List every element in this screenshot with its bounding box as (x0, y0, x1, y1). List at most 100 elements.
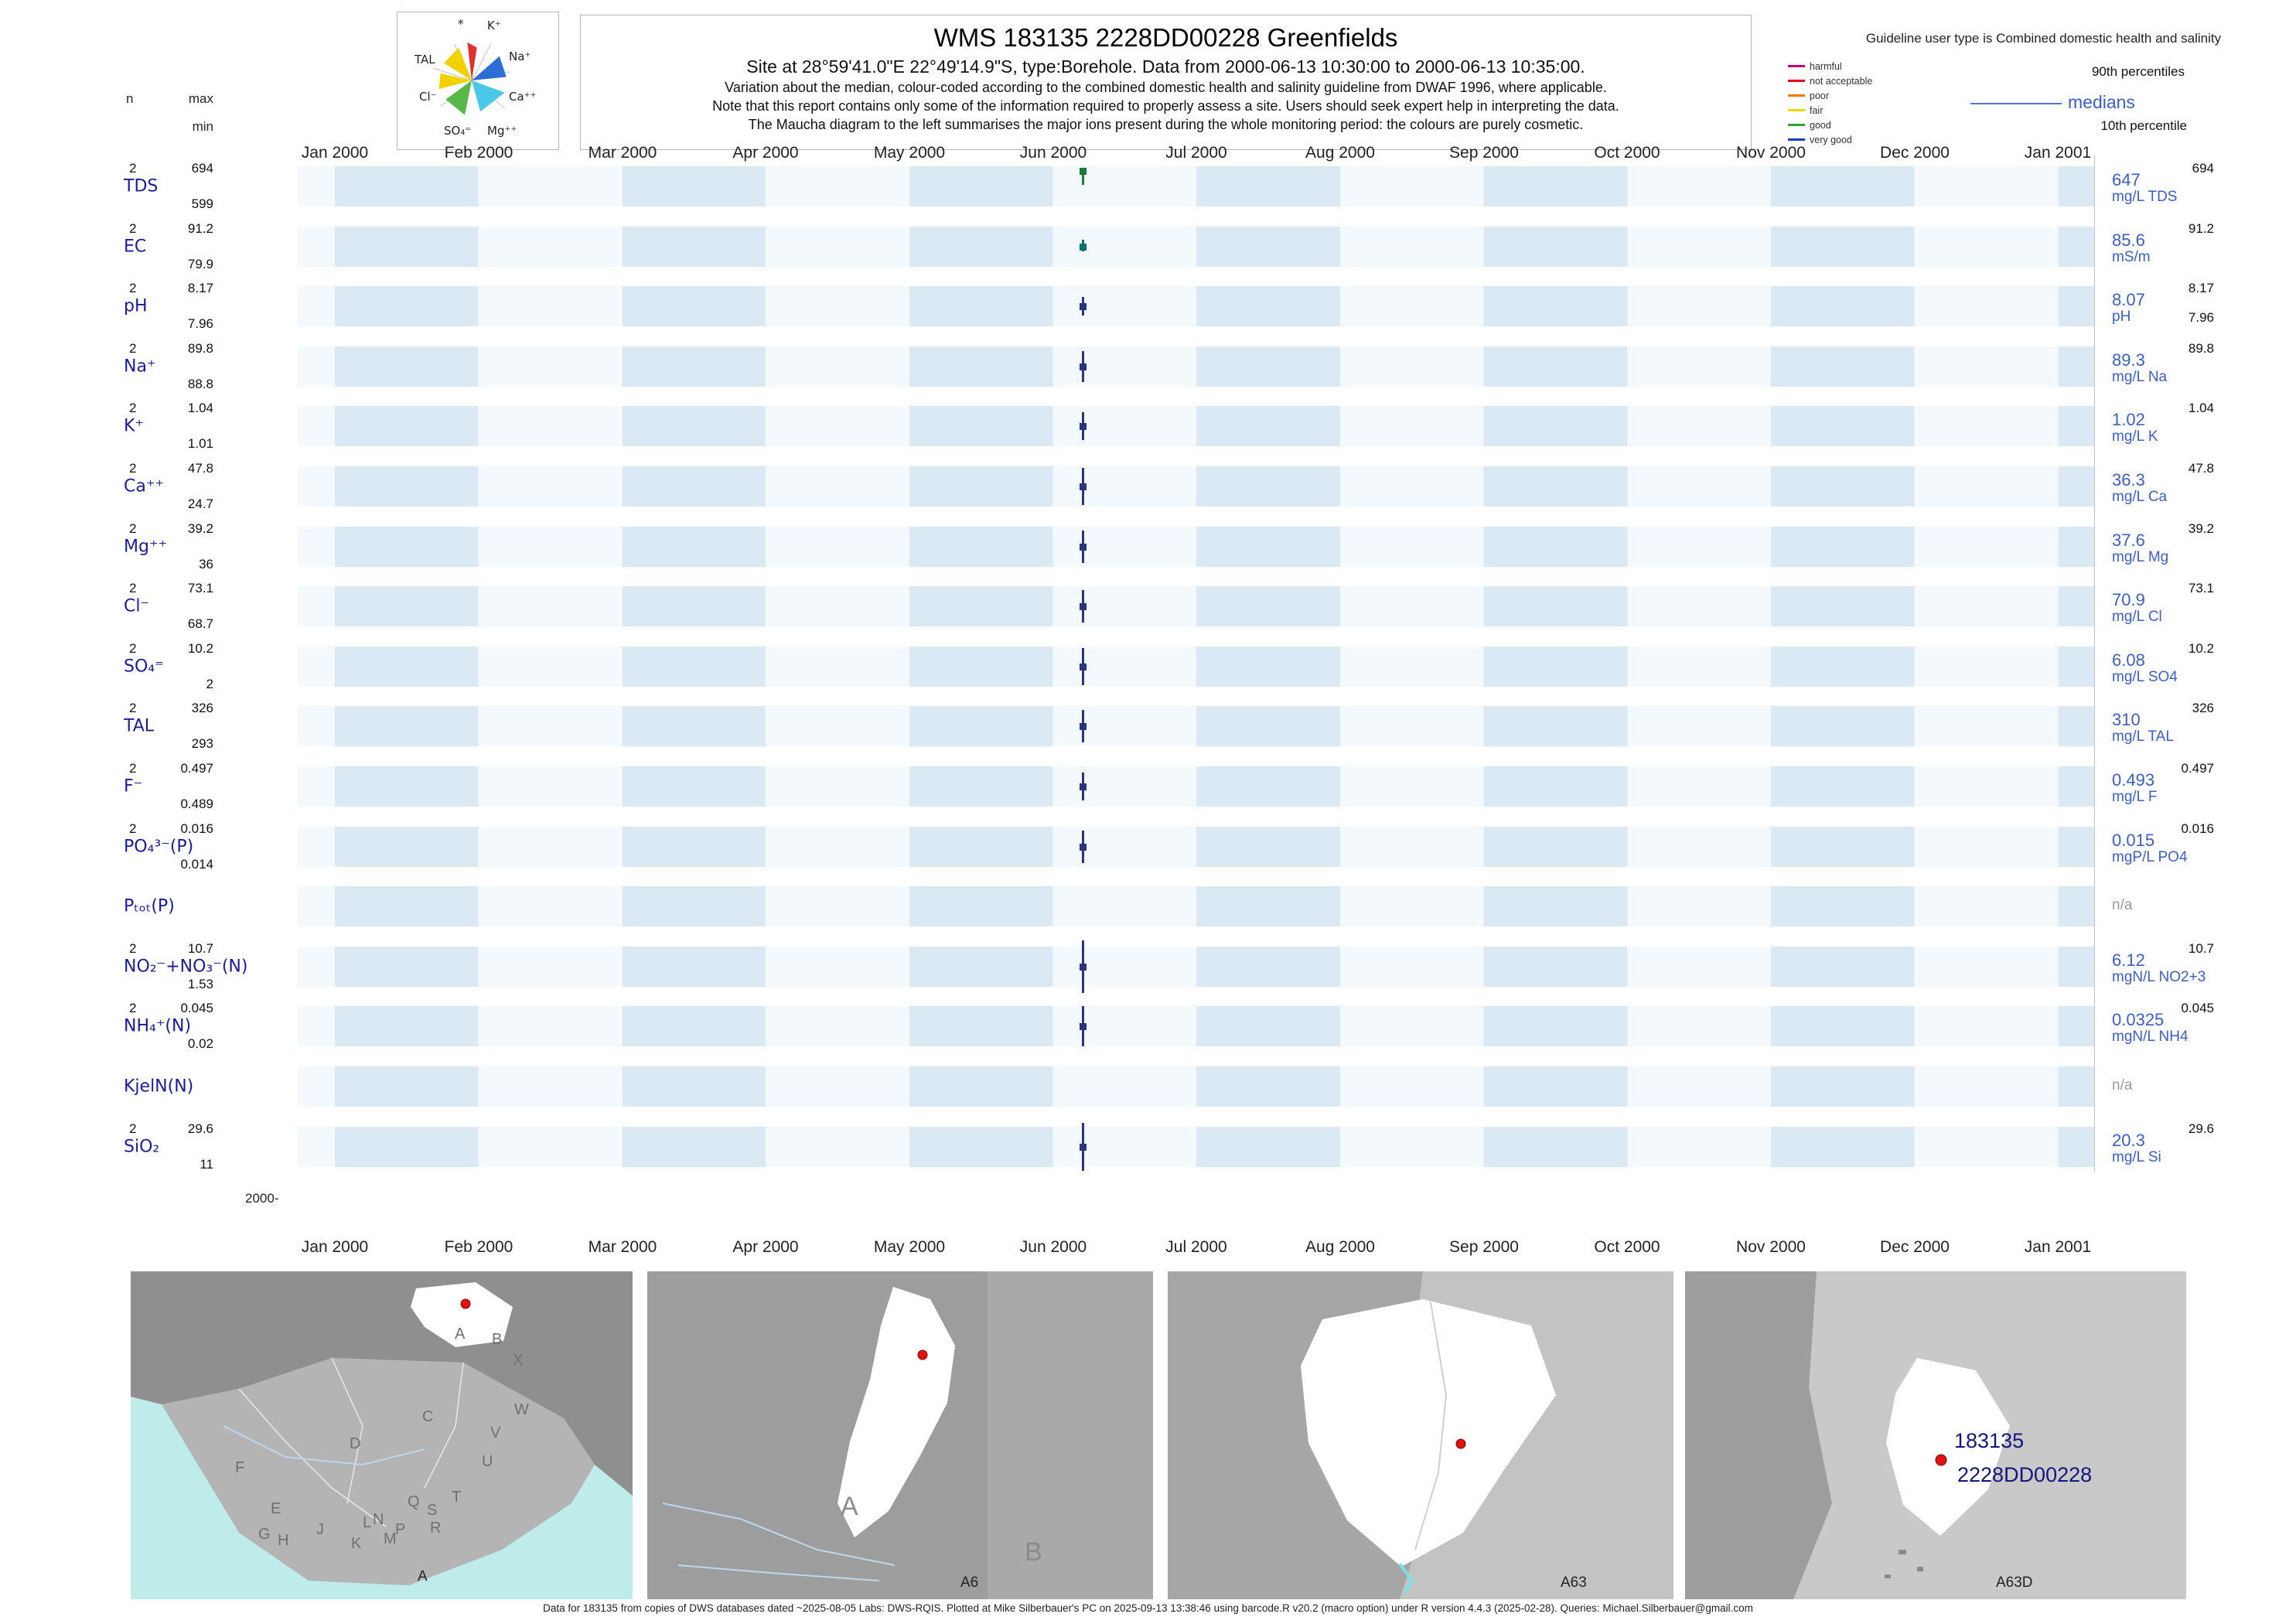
region-letter: A (841, 1492, 858, 1521)
sample-count: 2 (129, 401, 137, 415)
param-unit: mg/L SO4 (2112, 669, 2178, 685)
timeseries-band (298, 706, 2094, 746)
month-label: Dec 2000 (1880, 1238, 1950, 1256)
region-letter: E (271, 1500, 281, 1517)
legend-entry: harmful (1788, 59, 1872, 73)
station-dot (460, 1298, 471, 1309)
legend-label: poor (1810, 90, 1830, 101)
note-disclaimer: Note that this report contains only some… (712, 98, 1619, 114)
timeseries-band (298, 1006, 2094, 1046)
timeseries-band (298, 827, 2094, 867)
param-unit: mg/L TAL (2112, 728, 2174, 745)
param-min: 599 (191, 196, 213, 211)
param-max-right: 10.7 (2188, 941, 2214, 956)
param-row-no2no3: 2 10.7 1.53 NO₂⁻+NO₃⁻(N) 10.7 6.12 mgN/L… (0, 940, 2296, 994)
param-row-so4: 2 10.2 2 SO₄⁼ 10.2 6.08 mg/L SO4 (0, 641, 2296, 691)
param-row-kjeln: KjelN(N) n/a (0, 1066, 2296, 1107)
sample-marker-dot (1080, 1023, 1087, 1030)
guideline-legend: harmful not acceptable poor fair good ve… (1788, 59, 1872, 147)
sample-marker-dot (1080, 664, 1087, 670)
legend-swatch-not-acceptable (1788, 80, 1805, 82)
timeseries-band (298, 286, 2094, 326)
maucha-ion-k: K⁺ (487, 19, 501, 32)
param-max: 89.8 (187, 341, 213, 356)
param-unit: mS/m (2112, 249, 2151, 265)
param-name: KjelN(N) (124, 1076, 194, 1097)
station-dot (917, 1349, 928, 1360)
param-unit: mg/L K (2112, 428, 2158, 445)
month-label: Nov 2000 (1736, 144, 1806, 162)
param-unit: pH (2112, 309, 2131, 325)
param-name: Pₜₒₜ(P) (124, 896, 175, 916)
timeseries-band (298, 527, 2094, 567)
sample-count: 2 (129, 341, 137, 356)
legend-label: fair (1810, 104, 1823, 116)
param-row-ca: 2 47.8 24.7 Ca⁺⁺ 47.8 36.3 mg/L Ca (0, 461, 2296, 511)
catchment-a6-highlight (838, 1287, 955, 1537)
catchment-a63-highlight (1301, 1299, 1556, 1567)
param-max-right: 0.016 (2181, 821, 2214, 836)
param-max-right: 0.497 (2181, 761, 2214, 776)
month-label: Sep 2000 (1449, 144, 1519, 162)
param-unit: mg/L Mg (2112, 549, 2169, 565)
param-row-po4: 2 0.016 0.014 PO₄³⁻(P) 0.016 0.015 mgP/L… (0, 821, 2296, 872)
param-median: 647 (2112, 170, 2141, 189)
param-row-ec: 2 91.2 79.9 EC 91.2 85.6 mS/m (0, 221, 2296, 271)
param-min: 24.7 (187, 496, 213, 511)
param-unit: mgN/L NO2+3 (2112, 969, 2206, 985)
region-letter: P (395, 1521, 405, 1538)
param-min: 79.9 (187, 257, 213, 271)
sample-count: 2 (129, 821, 137, 836)
param-min: 1.53 (187, 977, 213, 991)
param-row-ptot: Pₜₒₜ(P) n/a (0, 886, 2296, 926)
param-median: 0.015 (2112, 831, 2155, 850)
param-min: 0.489 (180, 797, 213, 811)
month-label: Apr 2000 (732, 144, 799, 162)
timeseries-band (298, 166, 2094, 206)
maucha-star: * (458, 17, 464, 31)
param-min: 88.8 (187, 377, 213, 391)
sample-marker-dot (1080, 168, 1087, 175)
sample-marker-dot (1080, 964, 1087, 971)
maucha-ion-so4: SO₄⁼ (444, 124, 472, 138)
legend-label: not acceptable (1810, 75, 1873, 87)
param-max-right: 73.1 (2188, 581, 2214, 595)
param-name: K⁺ (124, 416, 145, 436)
param-max-right: 89.8 (2188, 341, 2214, 356)
legend-entry: very good (1788, 132, 1872, 147)
sample-count: 2 (129, 1121, 137, 1136)
param-min: 2 (206, 677, 213, 691)
param-na: n/a (2112, 897, 2133, 913)
timeseries-band (298, 227, 2094, 267)
month-label: Aug 2000 (1305, 1238, 1375, 1256)
month-label: May 2000 (873, 144, 946, 162)
param-max-right: 29.6 (2188, 1121, 2214, 1136)
sample-count: 2 (129, 581, 137, 595)
map-caption: A63 (1561, 1575, 1587, 1591)
region-letter: W (514, 1401, 529, 1418)
param-min: 11 (200, 1157, 213, 1172)
sample-count: 2 (129, 521, 137, 536)
param-max: 0.497 (180, 761, 213, 776)
sample-marker-dot (1080, 844, 1087, 851)
param-unit: mg/L TDS (2112, 189, 2178, 205)
param-row-sio2: 2 29.6 11 SiO₂ 29.6 20.3 mg/L Si (0, 1121, 2296, 1172)
param-max: 0.016 (180, 821, 213, 836)
note-maucha: The Maucha diagram to the left summarise… (748, 117, 1584, 132)
param-max: 0.045 (180, 1001, 213, 1015)
month-label: Jun 2000 (1019, 144, 1087, 162)
medians-line-icon (1970, 103, 2062, 104)
sample-marker-dot (1080, 303, 1087, 310)
sample-marker (1082, 168, 1084, 185)
param-name: PO₄³⁻(P) (124, 837, 194, 857)
medians-label: medians (2068, 92, 2135, 112)
timeseries-band (298, 940, 2094, 994)
legend-swatch-very-good (1788, 138, 1805, 141)
region-letter: C (422, 1408, 433, 1425)
month-label: Jan 2000 (301, 1238, 369, 1256)
sample-marker-dot (1080, 1144, 1087, 1151)
month-axis-bottom: Jan 2000 Feb 2000 Mar 2000 Apr 2000 May … (0, 1238, 2296, 1257)
param-min: 0.014 (180, 857, 213, 872)
param-min: 293 (191, 736, 213, 751)
param-max: 39.2 (187, 521, 213, 536)
